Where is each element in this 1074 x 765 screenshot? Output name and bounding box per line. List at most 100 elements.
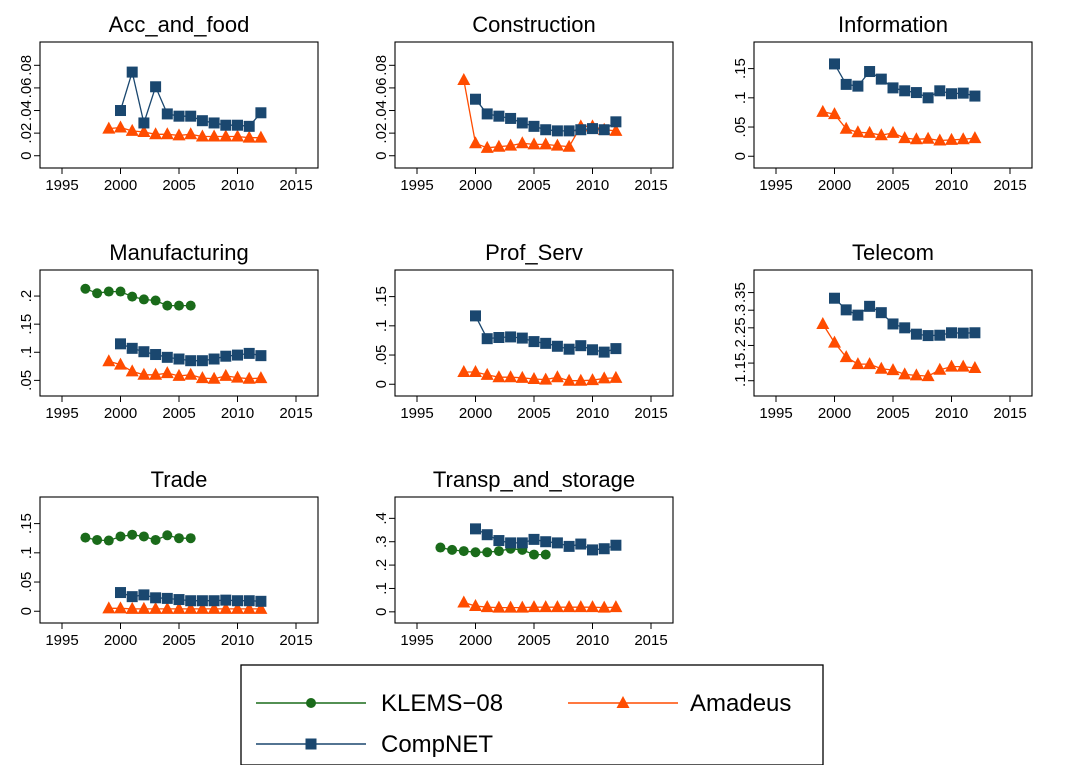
- data-point: [207, 129, 221, 142]
- data-point: [562, 139, 576, 152]
- data-point: [92, 288, 103, 299]
- data-point: [492, 370, 506, 383]
- data-point: [149, 367, 163, 380]
- data-point: [232, 119, 243, 131]
- data-point: [220, 594, 232, 606]
- x-tick-label: 2000: [818, 405, 851, 422]
- data-point: [921, 131, 935, 144]
- y-tick-label: .25: [732, 317, 749, 338]
- legend: KLEMS−08 Amadeus CompNET: [240, 664, 824, 765]
- x-tick-label: 2005: [162, 177, 195, 194]
- data-point: [899, 85, 911, 97]
- legend-marker: [306, 698, 316, 708]
- data-point: [505, 537, 517, 549]
- x-tick-label: 2005: [517, 405, 550, 422]
- data-point: [563, 343, 575, 355]
- data-point: [103, 535, 114, 546]
- data-point: [457, 595, 471, 608]
- data-point: [874, 128, 888, 141]
- legend-item-amadeus: Amadeus: [568, 690, 791, 717]
- data-point: [242, 371, 256, 384]
- series-compnet: [115, 338, 267, 367]
- x-tick-label: 1995: [400, 405, 433, 422]
- y-tick-label: .05: [373, 345, 390, 366]
- data-point: [126, 342, 138, 354]
- data-point: [102, 121, 116, 134]
- y-tick-label: .2: [373, 559, 390, 572]
- x-tick-label: 2015: [279, 632, 312, 649]
- data-point: [839, 350, 853, 363]
- data-point: [874, 361, 888, 374]
- x-tick-label: 2005: [517, 177, 550, 194]
- data-point: [909, 368, 923, 381]
- y-tick-label: 0: [373, 380, 390, 388]
- data-point: [586, 373, 599, 386]
- data-point: [539, 372, 553, 385]
- data-point: [887, 82, 899, 94]
- x-tick-label: 1995: [400, 632, 433, 649]
- x-tick-label: 2010: [576, 632, 609, 649]
- data-point: [527, 371, 541, 384]
- x-tick-label: 1995: [759, 405, 792, 422]
- data-point: [102, 601, 116, 614]
- series-compnet: [115, 66, 267, 132]
- data-point: [137, 367, 151, 380]
- data-point: [540, 536, 552, 548]
- y-tick-label: .2: [732, 339, 749, 352]
- x-tick-label: 2015: [634, 177, 667, 194]
- x-tick-label: 2000: [104, 405, 137, 422]
- data-point: [232, 349, 243, 361]
- data-point: [910, 328, 922, 340]
- y-tick-label: .02: [373, 123, 390, 144]
- x-tick-label: 2005: [162, 632, 195, 649]
- x-tick-label: 2000: [459, 177, 492, 194]
- data-point: [185, 300, 196, 311]
- data-point: [886, 125, 900, 138]
- data-point: [863, 357, 877, 370]
- data-point: [243, 347, 255, 359]
- y-tick-label: .1: [373, 320, 390, 333]
- x-tick-label: 2015: [993, 177, 1026, 194]
- y-tick-label: .06: [18, 77, 35, 98]
- y-tick-label: .04: [18, 100, 35, 121]
- series-line: [85, 288, 191, 307]
- data-point: [527, 137, 541, 150]
- data-point: [232, 595, 243, 607]
- data-point: [840, 78, 852, 90]
- data-point: [469, 364, 482, 377]
- data-point: [458, 546, 469, 557]
- panel-title: Manufacturing: [109, 240, 248, 265]
- data-point: [185, 533, 196, 544]
- data-point: [231, 129, 244, 142]
- data-point: [150, 592, 162, 604]
- data-point: [172, 128, 186, 141]
- data-point: [469, 598, 482, 611]
- data-point: [457, 364, 471, 377]
- data-point: [957, 87, 969, 99]
- data-point: [586, 600, 599, 613]
- x-tick-label: 2000: [104, 177, 137, 194]
- series-amadeus: [816, 104, 982, 146]
- data-point: [138, 531, 149, 542]
- data-point: [161, 592, 173, 604]
- y-tick-label: .08: [373, 55, 390, 76]
- data-point: [80, 532, 91, 543]
- data-point: [127, 529, 138, 540]
- y-tick-label: 0: [373, 608, 390, 616]
- legend-marker: [305, 738, 317, 750]
- y-tick-label: .15: [732, 353, 749, 374]
- data-point: [195, 371, 209, 384]
- series-amadeus: [457, 595, 623, 613]
- data-point: [864, 66, 876, 78]
- data-point: [196, 595, 208, 607]
- data-point: [447, 544, 458, 555]
- panel-title: Telecom: [852, 240, 934, 265]
- y-tick-label: .08: [18, 55, 35, 76]
- data-point: [162, 300, 173, 311]
- data-point: [493, 110, 505, 122]
- y-tick-label: .15: [732, 58, 749, 79]
- data-point: [125, 123, 139, 136]
- data-point: [587, 123, 598, 135]
- x-tick-label: 2010: [221, 405, 254, 422]
- data-point: [493, 546, 504, 557]
